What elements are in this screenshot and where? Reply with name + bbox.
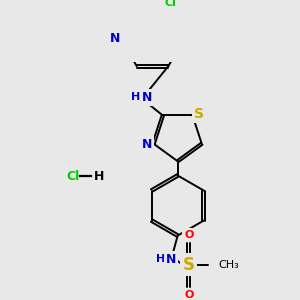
Text: N: N (142, 138, 152, 151)
Text: N: N (166, 253, 176, 266)
Text: S: S (183, 256, 195, 274)
Text: O: O (184, 290, 194, 300)
Text: S: S (194, 107, 204, 121)
Text: N: N (110, 32, 121, 45)
Text: H: H (156, 254, 165, 264)
Text: H: H (94, 170, 105, 183)
Text: Cl: Cl (66, 170, 79, 183)
Text: N: N (142, 91, 152, 104)
Text: O: O (184, 230, 194, 240)
Text: Cl: Cl (165, 0, 177, 8)
Text: CH₃: CH₃ (218, 260, 239, 270)
Text: H: H (131, 92, 140, 102)
